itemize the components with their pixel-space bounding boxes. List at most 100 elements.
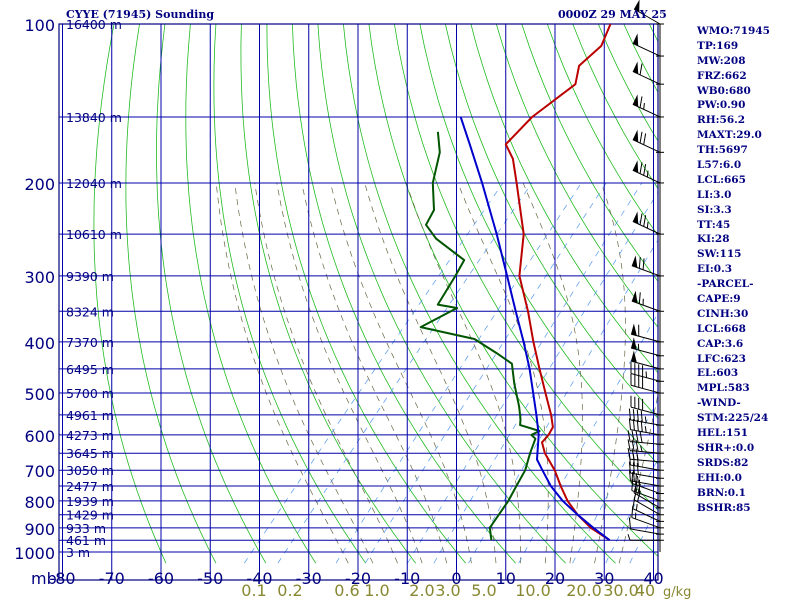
wind-barb-shaft: [630, 373, 661, 382]
valid-time: 0000Z 29 MAY 25: [558, 8, 667, 21]
height-label: 933 m: [66, 521, 106, 536]
index-item: -WIND-: [697, 397, 741, 410]
wind-barb: [632, 160, 661, 184]
index-item: RH:56.2: [697, 114, 746, 127]
wind-barb-flag: [627, 447, 631, 460]
wind-barb-shaft: [630, 384, 661, 394]
index-item: MPL:583: [697, 382, 750, 395]
wind-barb: [630, 350, 661, 370]
height-label: 12040 m: [66, 176, 122, 191]
mixing-ratio-label: 5.0: [471, 581, 496, 600]
moist-adiabat: [405, 182, 521, 564]
temperature-tick-label: -20: [345, 569, 371, 588]
wind-barb: [627, 447, 661, 463]
stability-indices-panel: WMO:71945 TP:169 MW:208 FRZ:662 WB0:680 PW:0.…: [697, 24, 770, 515]
index-item: CAP:3.6: [697, 337, 744, 350]
index-item: MAXT:29.0: [697, 129, 762, 142]
wind-barb: [630, 373, 661, 394]
wind-barb-half-flag: [646, 221, 649, 229]
temperature-tick-label: 40: [643, 569, 663, 588]
wind-barb-pennant: [631, 255, 638, 268]
temperature-tick-label: -10: [394, 569, 420, 588]
wind-barb-shaft: [633, 499, 661, 516]
index-item: EHI:0.0: [697, 471, 742, 484]
wind-barb-shaft: [630, 458, 661, 463]
moist-adiabat: [364, 182, 497, 564]
adiabat-lines: [93, 24, 658, 564]
index-item: WMO:71945: [697, 25, 770, 37]
wind-barb-half-flag: [627, 534, 631, 541]
index-item: BRN:0.1: [697, 486, 746, 499]
wind-barb-flag: [643, 215, 647, 227]
wind-barb-flag: [639, 63, 643, 75]
pressure-tick-label: 200: [24, 175, 55, 194]
index-item: FRZ:662: [697, 69, 747, 82]
wind-barb-shaft: [633, 492, 661, 509]
wind-barb-flag: [638, 292, 641, 304]
wind-barb: [632, 94, 661, 118]
mixing-ratio-label: 2.0: [409, 581, 434, 600]
wind-barb-flag: [642, 258, 645, 270]
mixing-ratio-label: 0.6: [334, 581, 359, 600]
wind-barb: [627, 430, 661, 445]
wind-barb-flag: [627, 439, 631, 451]
wind-barb-pennant: [632, 94, 639, 107]
index-item: EI:0.3: [697, 263, 733, 276]
mixing-ratio-line: [335, 182, 582, 564]
dry-adiabat: [213, 24, 367, 564]
height-label: 461 m: [66, 533, 106, 548]
wind-barb-pennant: [631, 337, 637, 350]
wind-barb-half-flag: [644, 426, 647, 433]
wind-barb-shaft: [630, 480, 661, 487]
moist-adiabat: [330, 182, 472, 564]
height-label: 16400 m: [66, 17, 122, 32]
mixing-ratio-line: [244, 182, 504, 564]
height-label: 4273 m: [66, 428, 114, 443]
wind-barb-flag: [628, 461, 631, 474]
wind-barb-flag: [627, 430, 631, 442]
wind-barb: [632, 61, 661, 85]
grid-lines: [58, 23, 659, 581]
temperature-line: [504, 24, 612, 542]
index-item: LCL:668: [697, 322, 746, 335]
wind-barb: [630, 362, 661, 382]
wind-barb-pennant: [631, 290, 638, 304]
height-label: 5700 m: [66, 386, 114, 401]
mixing-ratio-unit: g/kg: [663, 585, 691, 600]
wind-barb-shaft: [630, 429, 661, 436]
dry-adiabat: [156, 24, 267, 564]
mixing-ratio-line: [518, 312, 658, 564]
wind-barb: [631, 255, 661, 277]
index-item: -PARCEL-: [697, 278, 754, 291]
temperature-tick-label: 30: [594, 569, 614, 588]
index-item: CINH:30: [697, 307, 749, 320]
mixing-ratio-label: 30.0: [603, 581, 639, 600]
mixing-ratio-label: 20.0: [566, 581, 602, 600]
dry-adiabat: [125, 24, 217, 564]
wind-barb: [631, 506, 661, 529]
wind-barb-half-flag: [644, 416, 647, 423]
wind-barb: [630, 395, 661, 416]
temperature-tick-label: 10: [496, 569, 516, 588]
mixing-ratio-line: [433, 191, 658, 564]
pressure-unit-label: mb: [31, 569, 57, 588]
moist-adiabat: [301, 182, 448, 564]
wind-barb-flag: [640, 410, 643, 423]
wind-barb-pennant: [634, 0, 640, 12]
wind-barb-flag: [643, 133, 647, 145]
wind-barb-half-flag: [643, 103, 645, 110]
wind-barb-pennant: [632, 160, 639, 173]
wind-barb-shaft: [630, 419, 661, 426]
wind-barb-pennant: [631, 323, 637, 336]
wind-barb-shaft: [632, 508, 661, 522]
wind-barb-flag: [638, 256, 641, 269]
wind-barb-shaft: [631, 490, 661, 502]
moist-adiabat: [522, 182, 583, 564]
height-label: 6495 m: [66, 362, 114, 377]
wind-barb-shaft: [630, 472, 661, 479]
wind-barb-flag: [628, 418, 631, 430]
mixing-ratio-label: 10.0: [515, 581, 551, 600]
temperature-tick-label: 0: [451, 569, 461, 588]
index-item: TP:169: [697, 39, 739, 52]
index-item: KI:28: [697, 233, 730, 246]
